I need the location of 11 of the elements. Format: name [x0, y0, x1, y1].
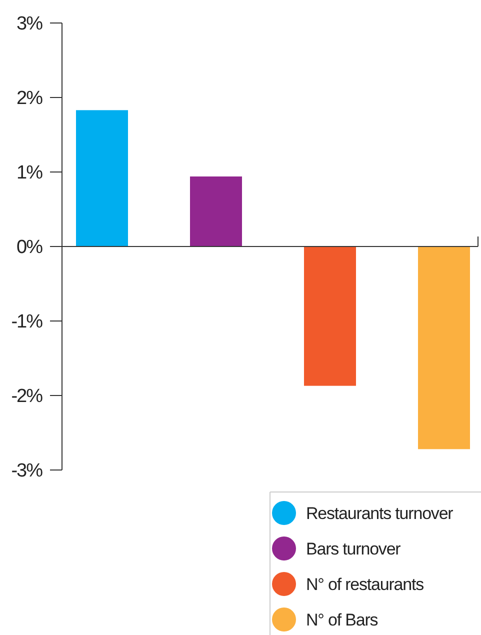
y-tick-label: -3% [11, 460, 44, 482]
y-tick-label: 3% [16, 14, 44, 35]
y-tick-label: 2% [16, 88, 44, 110]
y-tick-label: 0% [16, 237, 44, 258]
y-tick-label: 1% [16, 162, 44, 184]
y-tick-label: -1% [11, 312, 44, 333]
y-tick-label: -2% [11, 386, 44, 408]
legend-label: Restaurants turnover [306, 504, 454, 523]
legend-label: N° of Bars [306, 610, 378, 630]
legend-label: Bars turnover [306, 539, 402, 558]
legend-label: N° of restaurants [306, 574, 424, 594]
